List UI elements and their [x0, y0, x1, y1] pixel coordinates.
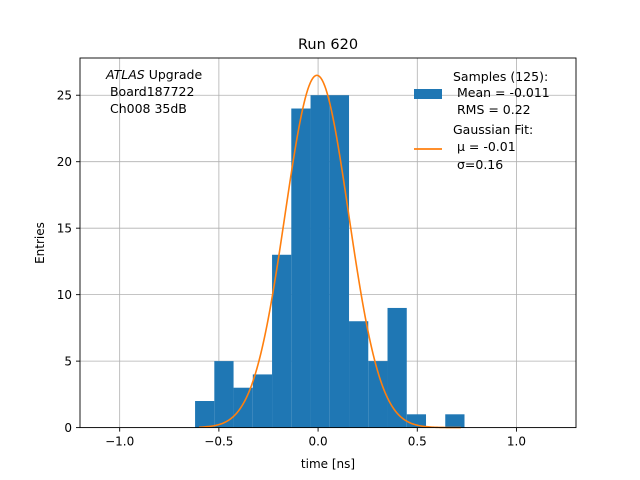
gaussian-fit-curve: [199, 74, 461, 429]
y-tick-label: 25: [57, 89, 72, 103]
legend: Samples (125): Mean = -0.011 RMS = 0.22 …: [414, 69, 550, 172]
histogram-bar: [195, 401, 215, 428]
x-tick-label: 1.0: [507, 435, 526, 449]
annotation-atlas: ATLAS: [105, 67, 145, 82]
histogram-bar: [233, 387, 253, 428]
histogram-bar: [272, 254, 292, 428]
histogram-bar: [387, 307, 407, 428]
x-tick-label: −0.5: [204, 435, 233, 449]
x-tick-label: 0.0: [309, 435, 328, 449]
legend-fit-label: Gaussian Fit:: [453, 122, 533, 137]
annotation-line-1: ATLAS Upgrade: [105, 67, 202, 82]
histogram-bar: [214, 361, 234, 428]
y-axis-label: Entries: [33, 222, 47, 264]
annotation-upgrade: Upgrade: [145, 67, 203, 82]
x-tick-label: 0.5: [408, 435, 427, 449]
histogram-bar: [310, 95, 330, 428]
y-tick-label: 20: [57, 155, 72, 169]
x-tick-label: −1.0: [105, 435, 134, 449]
x-axis-label: time [ns]: [301, 457, 355, 471]
histogram-bar: [329, 95, 350, 428]
atlas-annotation: ATLAS Upgrade Board187722 Ch008 35dB: [105, 67, 202, 116]
histogram-bar: [368, 361, 388, 428]
y-axis-ticks: 0 5 10 15 20 25: [57, 89, 80, 435]
annotation-channel: Ch008 35dB: [106, 101, 187, 116]
histogram-bar: [445, 414, 465, 428]
legend-sigma-label: σ=0.16: [453, 157, 503, 172]
annotation-board: Board187722: [106, 84, 194, 99]
y-tick-label: 15: [57, 222, 72, 236]
legend-mu-label: μ = -0.01: [453, 139, 516, 154]
legend-rms-label: RMS = 0.22: [453, 102, 531, 117]
histogram-bars: [195, 95, 465, 428]
legend-samples-label: Samples (125):: [453, 69, 548, 84]
y-tick-label: 10: [57, 288, 72, 302]
y-tick-label: 5: [64, 355, 72, 369]
legend-histogram-patch: [414, 89, 442, 99]
y-tick-label: 0: [64, 421, 72, 435]
x-axis-ticks: −1.0 −0.5 0.0 0.5 1.0: [105, 427, 526, 449]
chart-title: Run 620: [298, 37, 358, 53]
legend-mean-label: Mean = -0.011: [453, 85, 550, 100]
plot-frame: [79, 57, 577, 429]
histogram-bar: [349, 321, 369, 428]
histogram-bar: [252, 374, 273, 428]
histogram-bar: [291, 108, 311, 428]
